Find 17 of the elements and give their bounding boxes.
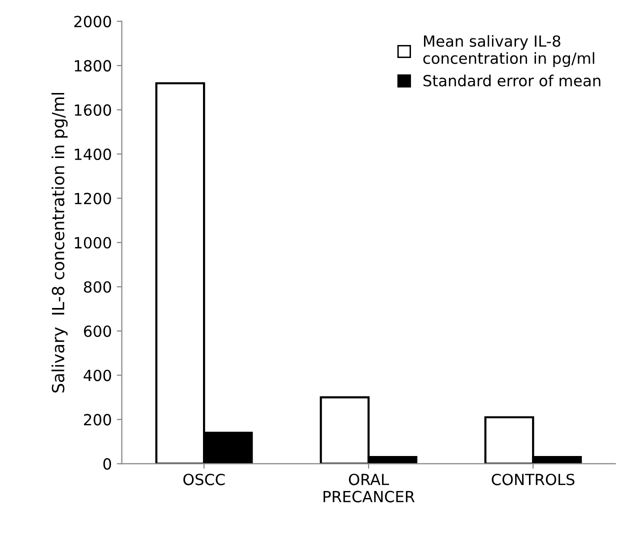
y-tick-label: 800 (84, 281, 112, 293)
y-tick-label: 1200 (74, 192, 112, 204)
legend-label: Mean salivary IL-8 concentration in pg/ml (423, 35, 594, 67)
x-tick-label: OSCC (183, 474, 225, 486)
y-tick-label: 400 (84, 370, 112, 382)
y-tick-label: 200 (84, 414, 112, 426)
y-tick-label: 1400 (74, 148, 112, 160)
legend-label: Standard error of mean (424, 74, 600, 86)
y-tick-label: 1600 (74, 104, 112, 116)
y-tick-label: 2000 (74, 16, 112, 28)
y-axis-title: Salivary IL-8 concentration in pg/ml (52, 93, 68, 392)
x-tick-label: ORAL PRECANCER (324, 474, 415, 502)
y-tick-label: 1800 (74, 60, 112, 72)
y-tick-label: 1000 (74, 236, 112, 249)
y-tick-label: 0 (103, 458, 112, 470)
x-tick-label: CONTROLS (492, 474, 574, 486)
y-tick-label: 600 (84, 325, 112, 338)
